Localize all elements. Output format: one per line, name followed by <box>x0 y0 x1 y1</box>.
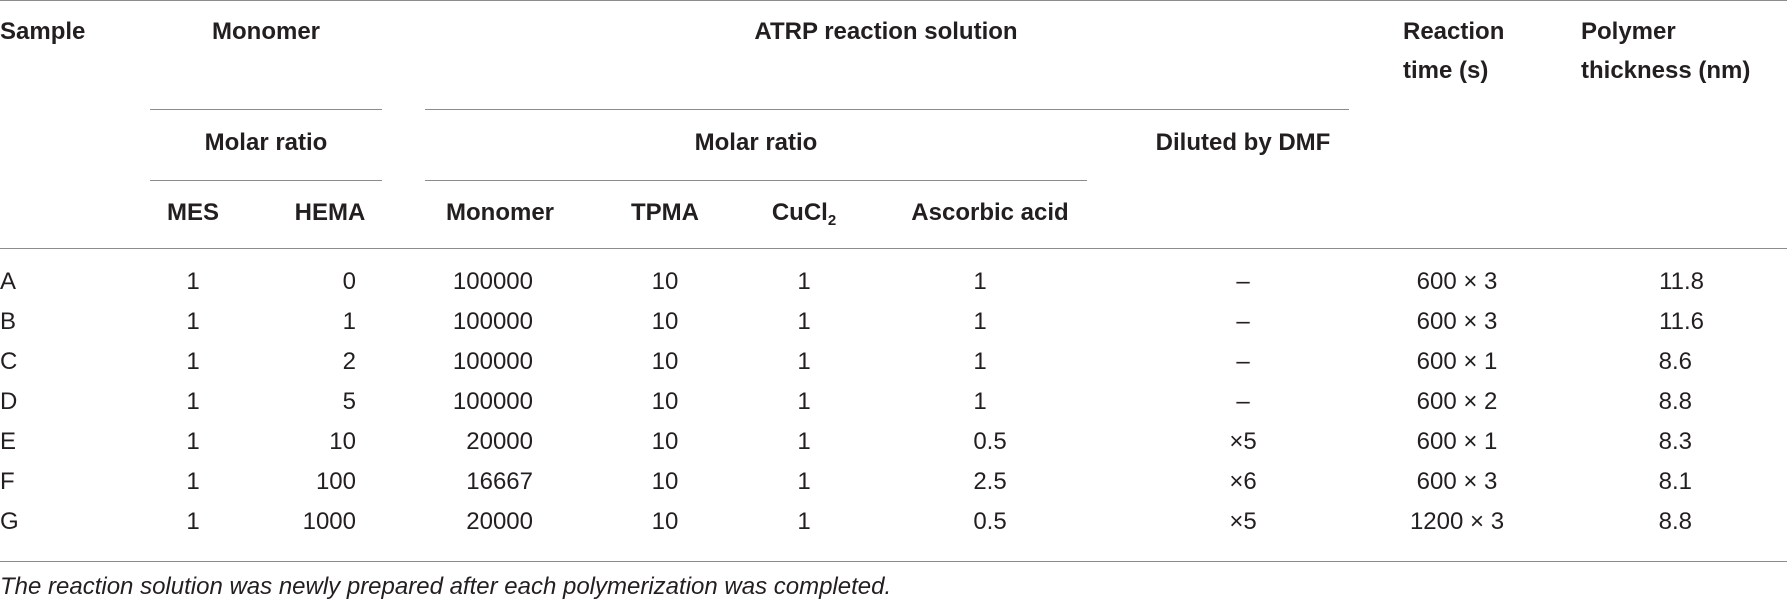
cell-sample: F <box>0 468 15 495</box>
header-atrp-solution: ATRP reaction solution <box>754 18 1018 45</box>
cell-reaction-time: 600 × 3 <box>1416 308 1498 335</box>
cell-hema: 100 <box>315 468 356 495</box>
header-reaction-time-line2: time (s) <box>1403 57 1489 84</box>
cell-hema: 5 <box>342 388 356 415</box>
cell-thickness: 8.8 <box>1658 508 1692 535</box>
cell-monomer: 100000 <box>452 348 533 375</box>
cell-ascorbic-acid: 1 <box>973 268 987 295</box>
cell-mes: 1 <box>186 468 200 495</box>
cell-ascorbic-acid: 0.5 <box>973 508 1007 535</box>
cell-sample: E <box>0 428 17 455</box>
cell-reaction-time: 600 × 1 <box>1416 428 1498 455</box>
table-bottom-rule <box>0 561 1787 562</box>
cell-dmf: – <box>1236 308 1250 335</box>
cell-mes: 1 <box>186 308 200 335</box>
cell-mes: 1 <box>186 508 200 535</box>
cell-dmf: – <box>1236 348 1250 375</box>
cell-hema: 1000 <box>302 508 356 535</box>
header-cucl2: CuCl2 <box>771 199 837 229</box>
cell-reaction-time: 1200 × 3 <box>1409 508 1505 535</box>
cell-mes: 1 <box>186 388 200 415</box>
header-thickness-line2: thickness (nm) <box>1581 57 1751 84</box>
cell-tpma: 10 <box>651 308 679 335</box>
header-mes: MES <box>166 199 220 226</box>
cell-tpma: 10 <box>651 348 679 375</box>
cell-tpma: 10 <box>651 268 679 295</box>
cell-ascorbic-acid: 1 <box>973 348 987 375</box>
cell-dmf: ×6 <box>1229 468 1257 495</box>
cell-hema: 10 <box>329 428 356 455</box>
cell-mes: 1 <box>186 428 200 455</box>
cell-monomer: 100000 <box>452 388 533 415</box>
cell-hema: 1 <box>342 308 356 335</box>
atrp-group-rule <box>425 109 1349 110</box>
header-monomer: Monomer <box>212 18 320 45</box>
cell-hema: 2 <box>342 348 356 375</box>
cell-cucl2: 1 <box>797 428 811 455</box>
cell-ascorbic-acid: 1 <box>973 308 987 335</box>
header-hema: HEMA <box>294 199 366 226</box>
cell-tpma: 10 <box>651 388 679 415</box>
cell-ascorbic-acid: 2.5 <box>973 468 1007 495</box>
header-reaction-time-line1: Reaction <box>1403 18 1505 45</box>
cell-monomer: 100000 <box>452 268 533 295</box>
cell-tpma: 10 <box>651 508 679 535</box>
cell-hema: 0 <box>342 268 356 295</box>
cell-dmf: – <box>1236 388 1250 415</box>
header-cucl2-base: CuCl <box>771 199 828 226</box>
header-monomer-molar-ratio: Molar ratio <box>204 129 328 156</box>
cell-sample: A <box>0 268 17 295</box>
cell-dmf: ×5 <box>1229 428 1257 455</box>
cell-monomer: 100000 <box>452 308 533 335</box>
header-atrp-molar-ratio: Molar ratio <box>694 129 818 156</box>
cell-dmf: – <box>1236 268 1250 295</box>
cell-thickness: 8.3 <box>1658 428 1692 455</box>
header-bottom-rule <box>0 248 1787 249</box>
cell-reaction-time: 600 × 3 <box>1416 468 1498 495</box>
header-tpma: TPMA <box>631 199 699 226</box>
cell-monomer: 20000 <box>466 428 533 455</box>
header-atrp-monomer: Monomer <box>446 199 554 226</box>
cell-reaction-time: 600 × 1 <box>1416 348 1498 375</box>
cell-ascorbic-acid: 1 <box>973 388 987 415</box>
header-cucl2-subscript: 2 <box>827 212 837 229</box>
cell-thickness: 8.8 <box>1658 388 1692 415</box>
monomer-group-rule <box>150 109 382 110</box>
cell-tpma: 10 <box>651 428 679 455</box>
cell-monomer: 16667 <box>466 468 533 495</box>
cell-sample: C <box>0 348 18 375</box>
cell-cucl2: 1 <box>797 468 811 495</box>
cell-thickness: 11.6 <box>1659 308 1704 335</box>
cell-monomer: 20000 <box>466 508 533 535</box>
table-footnote: The reaction solution was newly prepared… <box>0 573 892 600</box>
cell-mes: 1 <box>186 268 200 295</box>
table-top-rule <box>0 0 1787 1</box>
cell-cucl2: 1 <box>797 388 811 415</box>
monomer-molar-ratio-rule <box>150 180 382 181</box>
header-diluted-by-dmf: Diluted by DMF <box>1155 129 1331 156</box>
cell-thickness: 8.1 <box>1658 468 1692 495</box>
cell-dmf: ×5 <box>1229 508 1257 535</box>
cell-mes: 1 <box>186 348 200 375</box>
atrp-molar-ratio-rule <box>425 180 1087 181</box>
cell-sample: D <box>0 388 18 415</box>
cell-thickness: 8.6 <box>1658 348 1692 375</box>
cell-ascorbic-acid: 0.5 <box>973 428 1007 455</box>
header-thickness-line1: Polymer <box>1581 18 1676 45</box>
cell-reaction-time: 600 × 3 <box>1416 268 1498 295</box>
cell-sample: G <box>0 508 19 535</box>
cell-cucl2: 1 <box>797 348 811 375</box>
cell-reaction-time: 600 × 2 <box>1416 388 1498 415</box>
cell-thickness: 11.8 <box>1659 268 1704 295</box>
cell-sample: B <box>0 308 17 335</box>
cell-cucl2: 1 <box>797 268 811 295</box>
cell-cucl2: 1 <box>797 308 811 335</box>
header-ascorbic-acid: Ascorbic acid <box>911 199 1069 226</box>
cell-cucl2: 1 <box>797 508 811 535</box>
header-sample: Sample <box>0 18 86 45</box>
cell-tpma: 10 <box>651 468 679 495</box>
